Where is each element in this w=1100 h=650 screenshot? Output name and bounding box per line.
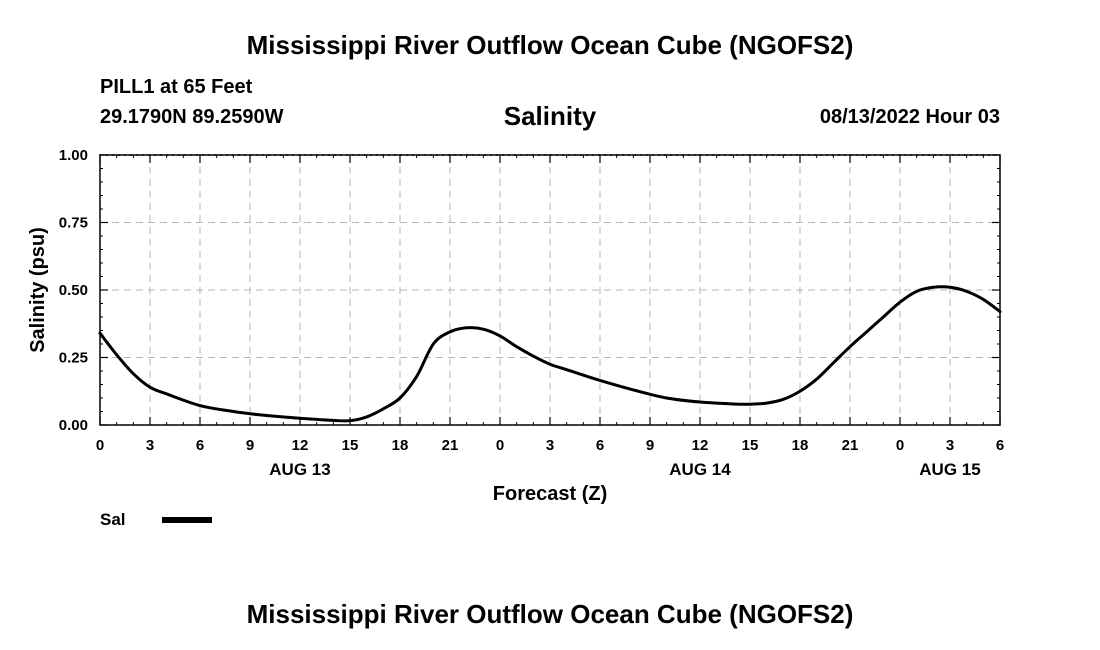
y-axis-label: Salinity (psu) [27, 227, 49, 353]
x-tick-label: 6 [996, 437, 1004, 454]
x-tick-label: 3 [546, 437, 554, 454]
page-title: Mississippi River Outflow Ocean Cube (NG… [246, 30, 854, 60]
footer-title: Mississippi River Outflow Ocean Cube (NG… [246, 599, 854, 629]
chart-title: Salinity [503, 101, 597, 131]
x-tick-label: 6 [596, 437, 604, 454]
y-tick-label: 1.00 [59, 147, 88, 164]
x-tick-label: 9 [246, 437, 254, 454]
station-coordinates: 29.1790N 89.2590W [100, 106, 284, 128]
legend: Sal [100, 510, 212, 529]
run-timestamp: 08/13/2022 Hour 03 [819, 106, 1000, 128]
y-tick-label: 0.75 [59, 215, 88, 232]
date-label: AUG 14 [669, 460, 731, 479]
x-tick-label: 18 [792, 437, 809, 454]
x-tick-label: 0 [896, 437, 904, 454]
x-tick-label: 21 [442, 437, 459, 454]
x-tick-label: 6 [196, 437, 204, 454]
y-tick-label: 0.50 [59, 282, 88, 299]
x-axis-label: Forecast (Z) [493, 483, 607, 505]
x-tick-label: 3 [146, 437, 154, 454]
series-line-sal [98, 285, 1002, 423]
series-layer [98, 285, 1002, 423]
legend-label-sal: Sal [100, 510, 126, 529]
date-label: AUG 15 [919, 460, 980, 479]
x-tick-label: 12 [692, 437, 709, 454]
y-tick-label: 0.25 [59, 350, 88, 367]
grid-layer [100, 155, 1000, 425]
x-tick-label: 0 [96, 437, 104, 454]
x-tick-label: 12 [292, 437, 309, 454]
x-tick-label: 0 [496, 437, 504, 454]
x-tick-label: 15 [742, 437, 759, 454]
x-tick-label: 15 [342, 437, 359, 454]
station-name: PILL1 at 65 Feet [100, 76, 253, 98]
x-tick-label: 18 [392, 437, 409, 454]
x-tick-label: 21 [842, 437, 859, 454]
y-tick-label: 0.00 [59, 417, 88, 434]
axis-layer: 0 3 6 9 12 15 18 21 0 3 6 9 12 15 18 21 0 3 6 0.00 0.25 0.50 0… [59, 147, 1004, 479]
date-label: AUG 13 [269, 460, 330, 479]
x-tick-label: 3 [946, 437, 954, 454]
x-tick-label: 9 [646, 437, 654, 454]
